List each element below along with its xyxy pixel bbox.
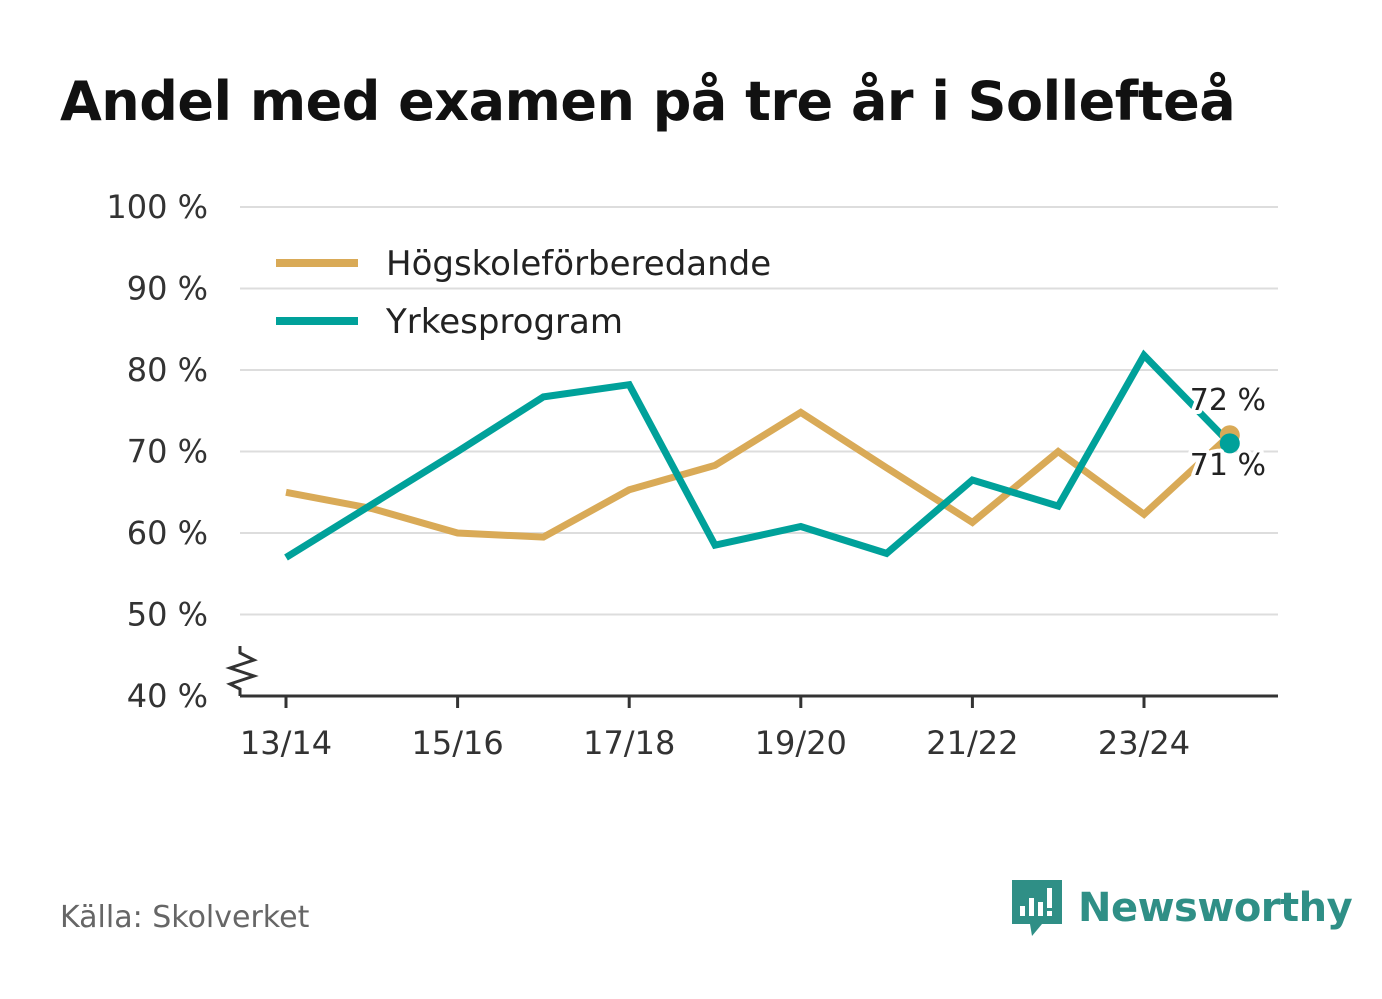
end-label: 72 % <box>1190 383 1266 418</box>
series-line <box>285 408 1233 541</box>
x-tick-label: 13/14 <box>240 724 332 762</box>
series-lines <box>284 349 1240 561</box>
y-tick-label: 100 % <box>106 188 208 226</box>
y-tick-label: 90 % <box>127 270 208 308</box>
end-marker <box>1219 433 1240 454</box>
newsworthy-logo: Newsworthy <box>1010 878 1353 938</box>
x-tick-label: 19/20 <box>755 724 847 762</box>
x-axis-ticks: 13/14 15/16 17/18 19/20 21/22 23/24 <box>240 696 1190 762</box>
source-note: Källa: Skolverket <box>60 900 310 935</box>
y-tick-label: 50 % <box>127 596 208 634</box>
end-label: 71 % <box>1190 448 1266 483</box>
end-labels: 72 %72 %71 %71 % <box>1186 379 1270 487</box>
series-line <box>284 349 1233 561</box>
y-tick-label: 70 % <box>127 433 208 471</box>
x-tick-label: 15/16 <box>411 724 503 762</box>
y-tick-label: 60 % <box>127 514 208 552</box>
bar-chart-icon <box>1012 880 1062 936</box>
x-axis <box>225 646 1278 698</box>
x-tick-label: 17/18 <box>583 724 675 762</box>
end-label-halo: 71 % <box>1190 448 1266 483</box>
x-tick-label: 23/24 <box>1098 724 1190 762</box>
chart-title: Andel med examen på tre år i Sollefteå <box>60 70 1236 133</box>
axis-break-icon <box>225 646 259 696</box>
legend-label: Yrkesprogram <box>385 302 623 342</box>
logo-text: Newsworthy <box>1078 885 1353 931</box>
y-axis-ticks: 40 % 50 % 60 % 70 % 80 % 90 % 100 % <box>106 188 208 715</box>
y-tick-label: 40 % <box>127 677 208 715</box>
legend-label: Högskoleförberedande <box>386 244 771 284</box>
x-tick-label: 21/22 <box>926 724 1018 762</box>
y-tick-label: 80 % <box>127 351 208 389</box>
legend: Högskoleförberedande Yrkesprogram <box>262 232 810 342</box>
end-label-halo: 72 % <box>1190 383 1266 418</box>
